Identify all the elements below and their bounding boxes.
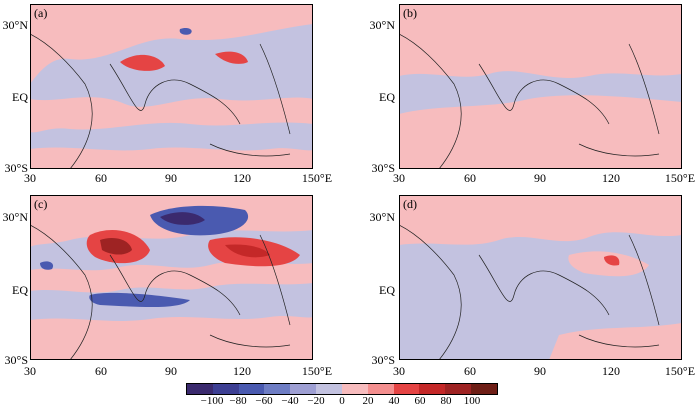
- colorbar-tick-label: −20: [307, 395, 325, 407]
- colorbar-tick-label: 0: [339, 395, 345, 407]
- colorbar-swatch: [367, 384, 394, 394]
- lat-label-30n-right-bottom: 30°N: [369, 210, 395, 224]
- colorbar-swatch: [238, 384, 265, 394]
- colorbar-tick-label: 20: [362, 395, 374, 407]
- map-panel-b: (b): [399, 4, 682, 169]
- lon-label-30-d: 30: [393, 364, 405, 378]
- lon-label-30-a: 30: [24, 171, 36, 185]
- lat-label-30s-left-top: 30°S: [4, 161, 28, 175]
- lat-label-30n-right-top: 30°N: [369, 18, 395, 32]
- colorbar-swatch: [393, 384, 420, 394]
- panel-label-b: (b): [403, 6, 417, 20]
- lat-label-30s-left-bottom: 30°S: [4, 353, 28, 367]
- panel-label-a: (a): [34, 6, 48, 20]
- lat-label-eq-left-top: EQ: [12, 90, 28, 104]
- colorbar-tick-label: −100: [200, 395, 224, 407]
- map-a-field: [30, 4, 313, 169]
- colorbar-tick-label: 40: [388, 395, 400, 407]
- lon-label-150-d: 150°E: [664, 364, 696, 378]
- lon-label-60-c: 60: [95, 364, 107, 378]
- lon-label-30-b: 30: [393, 171, 405, 185]
- lat-label-30n-left-top: 30°N: [2, 18, 28, 32]
- map-panel-d: (d): [399, 195, 682, 360]
- map-c-field: [30, 195, 313, 360]
- colorbar-swatch: [290, 384, 317, 394]
- colorbar-swatch: [212, 384, 239, 394]
- lon-label-150-b: 150°E: [664, 171, 696, 185]
- lon-label-30-c: 30: [24, 364, 36, 378]
- colorbar-tick-label: −60: [255, 395, 273, 407]
- lon-label-120-b: 120: [602, 171, 620, 185]
- lon-label-150-a: 150°E: [301, 171, 333, 185]
- colorbar-swatch: [419, 384, 446, 394]
- map-d-field: [399, 195, 682, 360]
- map-panel-a: (a): [30, 4, 313, 169]
- lon-label-120-a: 120: [233, 171, 251, 185]
- colorbar: [186, 383, 498, 395]
- lon-label-60-d: 60: [464, 364, 476, 378]
- map-panel-c: (c): [30, 195, 313, 360]
- lat-label-30s-right-bottom: 30°S: [371, 353, 395, 367]
- lon-label-120-c: 120: [233, 364, 251, 378]
- lat-label-30s-right-top: 30°S: [371, 161, 395, 175]
- lon-label-60-a: 60: [95, 171, 107, 185]
- colorbar-swatch: [264, 384, 291, 394]
- panel-label-c: (c): [34, 197, 48, 211]
- lat-label-eq-right-top: EQ: [379, 90, 395, 104]
- colorbar-tick-label: 60: [414, 395, 426, 407]
- colorbar-tick-label: 100: [463, 395, 481, 407]
- colorbar-swatch: [341, 384, 368, 394]
- colorbar-swatch: [471, 384, 497, 394]
- lon-label-90-b: 90: [534, 171, 546, 185]
- lon-label-90-c: 90: [165, 364, 177, 378]
- lon-label-90-a: 90: [165, 171, 177, 185]
- lon-label-120-d: 120: [602, 364, 620, 378]
- lat-label-eq-right-bottom: EQ: [379, 283, 395, 297]
- colorbar-tick-label: −40: [281, 395, 299, 407]
- lon-label-90-d: 90: [534, 364, 546, 378]
- lat-label-30n-left-bottom: 30°N: [2, 210, 28, 224]
- map-b-field: [399, 4, 682, 169]
- colorbar-tick-label: −80: [229, 395, 247, 407]
- lat-label-eq-left-bottom: EQ: [12, 283, 28, 297]
- colorbar-swatch: [187, 384, 213, 394]
- colorbar-swatch: [445, 384, 472, 394]
- colorbar-swatch: [316, 384, 342, 394]
- panel-label-d: (d): [403, 197, 417, 211]
- colorbar-tick-label: 80: [440, 395, 452, 407]
- lon-label-60-b: 60: [464, 171, 476, 185]
- lon-label-150-c: 150°E: [301, 364, 333, 378]
